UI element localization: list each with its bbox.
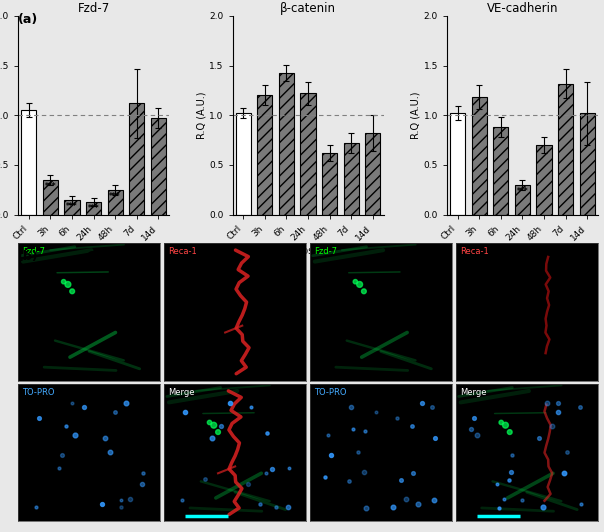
- Text: Reca-1: Reca-1: [169, 247, 197, 256]
- Point: [396, 259, 405, 267]
- Title: β-catenin: β-catenin: [280, 2, 336, 15]
- Bar: [493, 127, 509, 214]
- Bar: [279, 72, 294, 214]
- Bar: [365, 133, 381, 214]
- Text: Fzd-7: Fzd-7: [22, 247, 45, 256]
- Bar: [450, 113, 465, 214]
- Text: Merge: Merge: [460, 388, 486, 397]
- Text: Merge: Merge: [169, 388, 194, 397]
- Bar: [236, 113, 251, 214]
- Text: (b): (b): [18, 251, 39, 263]
- Bar: [43, 180, 58, 214]
- X-axis label: Time post injury: Time post injury: [269, 246, 347, 256]
- X-axis label: Time post injury: Time post injury: [54, 246, 133, 256]
- Text: TO-PRO: TO-PRO: [22, 388, 55, 397]
- Bar: [21, 110, 36, 214]
- Y-axis label: R.Q (A.U.): R.Q (A.U.): [196, 92, 207, 139]
- Text: CCI 24h: CCI 24h: [396, 251, 449, 263]
- Bar: [301, 94, 316, 214]
- Y-axis label: R.Q (A.U.): R.Q (A.U.): [411, 92, 421, 139]
- Bar: [151, 118, 166, 214]
- Point: [250, 315, 260, 323]
- Text: ***: ***: [88, 204, 100, 213]
- Bar: [257, 95, 272, 214]
- Text: ***: ***: [109, 192, 121, 201]
- Text: Control: Control: [86, 251, 137, 263]
- Bar: [108, 190, 123, 214]
- Text: ***: ***: [66, 202, 78, 211]
- Text: ***: ***: [516, 187, 528, 196]
- Title: VE-cadherin: VE-cadherin: [487, 2, 558, 15]
- Title: Fzd-7: Fzd-7: [77, 2, 110, 15]
- Bar: [515, 185, 530, 214]
- Bar: [536, 145, 551, 214]
- Bar: [580, 113, 595, 214]
- Text: ***: ***: [45, 182, 56, 191]
- Bar: [322, 153, 337, 214]
- Bar: [344, 143, 359, 214]
- Bar: [472, 97, 487, 214]
- Bar: [129, 103, 144, 214]
- Text: (a): (a): [18, 13, 39, 26]
- X-axis label: Time post injury: Time post injury: [483, 246, 562, 256]
- Text: Reca-1: Reca-1: [460, 247, 489, 256]
- Bar: [86, 202, 101, 214]
- Text: Fzd-7: Fzd-7: [314, 247, 337, 256]
- Text: TO-PRO: TO-PRO: [314, 388, 347, 397]
- Bar: [65, 200, 80, 214]
- Point: [515, 47, 525, 55]
- Bar: [558, 84, 573, 214]
